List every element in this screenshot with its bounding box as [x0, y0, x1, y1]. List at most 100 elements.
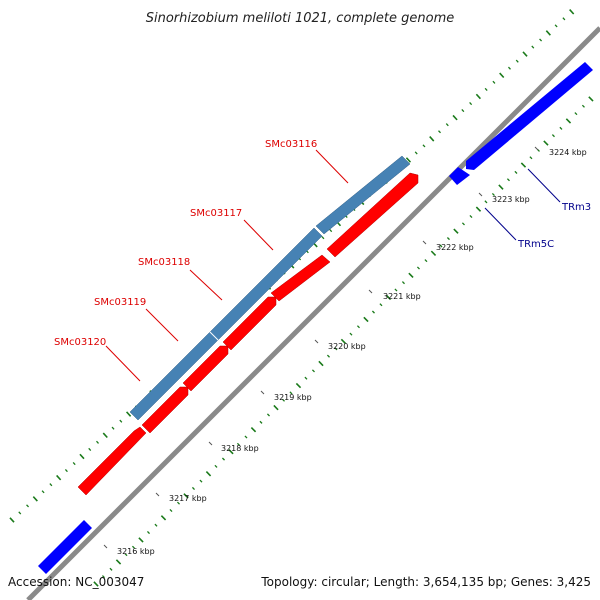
gc-tick-outer	[41, 490, 45, 494]
gc-tick-inner	[93, 581, 99, 587]
gc-tick-inner	[295, 382, 302, 389]
ruler-tick	[422, 240, 427, 245]
gene-leader-lines	[105, 149, 561, 382]
gc-tick-inner	[475, 206, 482, 212]
gc-tick-inner	[266, 413, 270, 417]
gc-tick-outer	[111, 426, 115, 430]
gene-separator	[209, 331, 219, 341]
gc-tick-inner	[385, 294, 392, 301]
gc-tick-inner	[491, 192, 495, 196]
gc-tick-inner	[205, 471, 212, 477]
gc-tick-outer	[554, 24, 558, 28]
gc-tick-inner	[176, 501, 181, 505]
gc-tick-inner	[446, 237, 450, 241]
feature-track-red	[77, 172, 419, 496]
gene-TRm3[interactable]	[466, 62, 593, 170]
gc-tick-outer	[469, 101, 473, 106]
gc-tick-inner	[304, 376, 308, 380]
ruler-tick	[208, 441, 213, 446]
gc-tick-outer	[414, 151, 418, 155]
gc-tick-inner	[244, 435, 248, 439]
ruler-tick	[103, 544, 108, 549]
gene-label-SMc03119[interactable]: SMc03119	[94, 297, 146, 308]
gc-tick-inner	[469, 214, 473, 219]
gc-tick-outer	[9, 517, 15, 523]
gc-tick-outer	[329, 229, 333, 233]
gc-tick-inner	[124, 553, 128, 557]
gene-feature-steel-a[interactable]	[129, 227, 323, 421]
gc-tick-outer	[475, 93, 481, 100]
gc-tick-outer	[79, 453, 85, 460]
ruler-tick	[478, 192, 483, 197]
gc-tick-inner	[349, 332, 353, 336]
tick-label-3222: 3222 kbp	[436, 243, 474, 252]
gc-content-track-inner	[93, 96, 594, 587]
gc-tick-inner	[318, 360, 324, 367]
tick-label-3221: 3221 kbp	[383, 292, 421, 301]
gc-tick-inner	[506, 178, 510, 182]
gc-tick-inner	[356, 325, 360, 329]
gc-tick-outer	[515, 59, 519, 63]
gc-tick-inner	[574, 112, 578, 116]
gene-SMc03118-b[interactable]	[222, 296, 277, 351]
tick-label-3218: 3218 kbp	[221, 444, 259, 453]
gc-tick-inner	[453, 228, 459, 234]
ruler-tick	[155, 492, 160, 497]
gc-tick-inner	[160, 515, 167, 521]
gene-left-blue[interactable]	[38, 520, 92, 574]
gc-tick-inner	[326, 354, 330, 358]
ruler-tick	[534, 146, 539, 151]
gc-tick-inner	[250, 426, 257, 433]
gc-tick-inner	[146, 531, 151, 535]
gc-tick-inner	[311, 369, 315, 373]
gc-tick-outer	[484, 87, 488, 91]
gc-tick-inner	[228, 449, 234, 455]
gene-SMc03116[interactable]	[326, 172, 419, 258]
gc-tick-outer	[429, 136, 435, 142]
gene-SMc03117[interactable]	[270, 254, 331, 302]
gene-feature-steel-b[interactable]	[315, 155, 411, 235]
gene-SMc03119[interactable]	[141, 386, 189, 434]
gc-tick-inner	[551, 134, 555, 138]
gc-tick-inner	[371, 310, 375, 314]
gene-label-SMc03116[interactable]: SMc03116	[265, 139, 317, 150]
gc-tick-inner	[109, 567, 113, 571]
gc-tick-inner	[430, 250, 437, 256]
gene-TRm5C[interactable]	[449, 167, 470, 185]
gc-tick-inner	[259, 420, 263, 424]
gene-SMc03120[interactable]	[77, 426, 147, 496]
gc-tick-inner	[334, 347, 338, 351]
gc-tick-inner	[520, 162, 527, 168]
gc-tick-inner	[236, 442, 240, 446]
gc-tick-inner	[340, 338, 347, 345]
gc-tick-outer	[405, 157, 412, 163]
gc-tick-outer	[507, 66, 511, 70]
gc-tick-inner	[363, 316, 369, 323]
gc-tick-inner	[199, 479, 203, 483]
gene-label-TRm5C[interactable]: TRm5C	[517, 239, 554, 250]
gene-label-SMc03118[interactable]: SMc03118	[138, 257, 190, 268]
gc-tick-inner	[221, 457, 225, 461]
gene-label-TRm3[interactable]: TRm3	[561, 202, 591, 213]
gc-tick-outer	[64, 469, 68, 473]
gc-tick-outer	[119, 419, 123, 423]
gc-tick-outer	[461, 109, 465, 113]
gc-tick-outer	[522, 51, 528, 57]
gc-tick-inner	[191, 486, 196, 490]
gc-tick-inner	[588, 96, 594, 102]
gene-SMc03118-a[interactable]	[182, 345, 229, 392]
gc-tick-inner	[529, 156, 533, 160]
gc-tick-outer	[492, 80, 496, 84]
gc-tick-inner	[565, 118, 572, 124]
gc-tick-outer	[499, 72, 505, 79]
gene-label-SMc03117[interactable]: SMc03117	[190, 208, 242, 219]
gc-tick-outer	[26, 504, 30, 508]
gc-tick-inner	[183, 493, 189, 499]
gc-tick-inner	[289, 391, 293, 395]
tick-label-3217: 3217 kbp	[169, 494, 207, 503]
ruler-tick	[314, 339, 319, 344]
kbp-ruler	[103, 146, 539, 549]
feature-track-steel	[129, 155, 411, 421]
gene-label-SMc03120[interactable]: SMc03120	[54, 337, 106, 348]
gc-tick-outer	[445, 123, 449, 127]
